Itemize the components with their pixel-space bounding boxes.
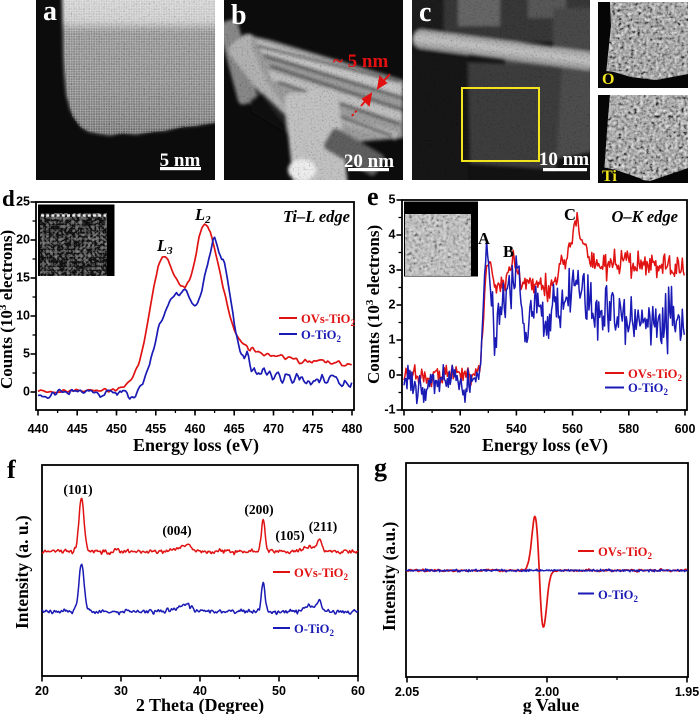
svg-text:Intensity (a. u.): Intensity (a. u.): [12, 515, 32, 629]
svg-text:O-TiO2: O-TiO2: [294, 622, 334, 638]
svg-text:~ 5 nm: ~ 5 nm: [333, 51, 388, 72]
svg-text:Intensity (a.u.): Intensity (a.u.): [379, 521, 399, 631]
svg-text:(004): (004): [162, 523, 191, 538]
svg-text:10: 10: [16, 309, 30, 323]
svg-text:460: 460: [185, 422, 206, 436]
svg-text:560: 560: [562, 422, 583, 436]
svg-text:-1: -1: [384, 403, 395, 417]
svg-text:Ti: Ti: [602, 168, 617, 185]
svg-text:465: 465: [224, 422, 245, 436]
svg-text:25: 25: [16, 195, 30, 209]
svg-text:480: 480: [342, 422, 363, 436]
svg-text:C: C: [564, 205, 576, 224]
svg-text:600: 600: [675, 422, 696, 436]
svg-text:e: e: [367, 182, 379, 211]
svg-text:B: B: [503, 242, 514, 261]
svg-text:5: 5: [389, 193, 396, 207]
svg-text:O-TiO2: O-TiO2: [598, 588, 638, 604]
svg-text:A: A: [478, 229, 490, 248]
svg-text:(101): (101): [63, 482, 92, 497]
svg-text:2: 2: [389, 298, 396, 312]
svg-text:OVs-TiO2: OVs-TiO2: [294, 566, 348, 582]
svg-text:580: 580: [618, 422, 639, 436]
svg-text:a: a: [43, 0, 57, 27]
svg-text:0: 0: [389, 368, 396, 382]
svg-text:445: 445: [67, 422, 88, 436]
svg-text:455: 455: [145, 422, 166, 436]
svg-text:Counts (103 electrons): Counts (103 electrons): [364, 225, 383, 384]
svg-text:5: 5: [23, 347, 30, 361]
svg-text:OVs-TiO2: OVs-TiO2: [301, 312, 355, 328]
svg-text:g Value: g Value: [523, 695, 580, 714]
svg-text:15: 15: [16, 271, 30, 285]
svg-text:OVs-TiO2: OVs-TiO2: [598, 545, 652, 561]
svg-text:20: 20: [16, 233, 30, 247]
svg-text:540: 540: [506, 422, 527, 436]
svg-text:Energy loss (eV): Energy loss (eV): [482, 435, 608, 456]
svg-text:30: 30: [114, 684, 128, 698]
svg-text:4: 4: [389, 228, 396, 242]
svg-text:50: 50: [272, 684, 286, 698]
svg-text:5 nm: 5 nm: [160, 150, 201, 171]
svg-text:20 nm: 20 nm: [344, 151, 394, 172]
svg-text:b: b: [231, 0, 247, 31]
svg-text:2 Theta (Degree): 2 Theta (Degree): [136, 695, 264, 714]
svg-text:475: 475: [302, 422, 323, 436]
svg-text:0: 0: [23, 385, 30, 399]
svg-text:40: 40: [193, 684, 207, 698]
svg-text:O-TiO2: O-TiO2: [301, 328, 341, 344]
svg-text:OVs-TiO2: OVs-TiO2: [628, 367, 682, 383]
svg-text:Ti–L edge: Ti–L edge: [283, 207, 350, 226]
svg-text:60: 60: [351, 684, 365, 698]
svg-text:3: 3: [389, 263, 396, 277]
svg-text:1: 1: [389, 333, 396, 347]
svg-text:O–K edge: O–K edge: [612, 207, 678, 226]
svg-text:O: O: [602, 71, 614, 88]
svg-text:Energy loss (eV): Energy loss (eV): [133, 435, 259, 456]
svg-text:2.05: 2.05: [395, 685, 419, 699]
svg-text:g: g: [374, 453, 387, 482]
svg-text:520: 520: [450, 422, 471, 436]
svg-text:450: 450: [106, 422, 127, 436]
svg-text:(211): (211): [309, 519, 338, 534]
svg-text:(105): (105): [275, 528, 304, 543]
svg-text:10 nm: 10 nm: [539, 149, 589, 170]
svg-text:(200): (200): [244, 502, 273, 517]
svg-text:c: c: [419, 0, 431, 28]
svg-text:500: 500: [394, 422, 415, 436]
svg-text:440: 440: [28, 422, 49, 436]
svg-text:2.00: 2.00: [535, 685, 559, 699]
svg-text:f: f: [7, 455, 16, 484]
svg-text:470: 470: [263, 422, 284, 436]
svg-text:Counts (103 electrons): Counts (103 electrons): [0, 230, 16, 389]
svg-text:d: d: [2, 186, 15, 211]
svg-text:1.95: 1.95: [675, 685, 699, 699]
svg-text:20: 20: [35, 684, 49, 698]
svg-text:O-TiO2: O-TiO2: [628, 381, 668, 397]
